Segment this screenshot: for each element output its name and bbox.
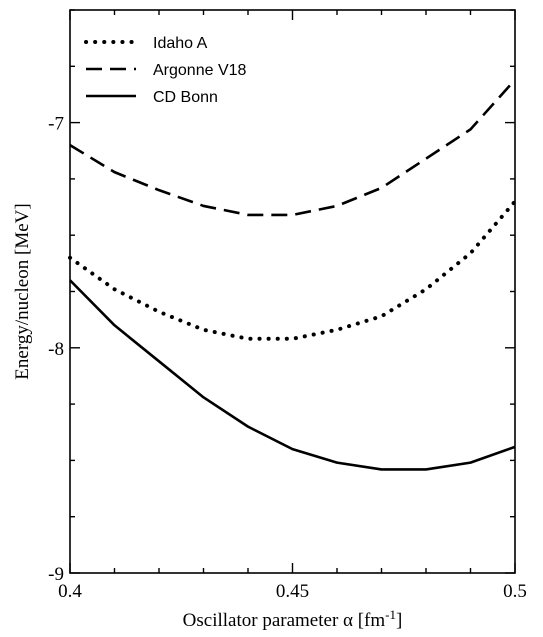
x-tick-label: 0.45 <box>276 581 309 602</box>
y-tick-label: -7 <box>48 114 64 135</box>
x-axis-title-close: ] <box>396 610 402 631</box>
y-tick-label: -8 <box>48 339 64 360</box>
series-line-idaho-a <box>68 199 517 341</box>
legend-label: Idaho A <box>153 35 208 52</box>
legend-label: Argonne V18 <box>153 62 247 79</box>
axis-ticks <box>69 9 516 574</box>
tick-labels: 0.4 0.45 0.5 -9 -8 -7 <box>48 114 527 602</box>
legend: Idaho A Argonne V18 CD Bonn <box>84 35 247 106</box>
plot-frame <box>69 9 516 574</box>
series-line-argonne-v18 <box>69 78 516 217</box>
series-layer <box>68 78 517 471</box>
x-axis-title-main: Oscillator parameter α [fm <box>183 610 386 631</box>
x-tick-label: 0.4 <box>58 581 82 602</box>
series-line-cd-bonn <box>69 279 516 471</box>
x-axis-title-superscript: -1 <box>385 607 396 622</box>
x-axis-title: Oscillator parameter α [fm-1] <box>183 607 403 632</box>
legend-label: CD Bonn <box>153 89 218 106</box>
y-tick-label: -9 <box>48 564 64 585</box>
x-tick-label: 0.5 <box>503 581 527 602</box>
y-axis-title: Energy/nucleon [MeV] <box>12 203 33 379</box>
